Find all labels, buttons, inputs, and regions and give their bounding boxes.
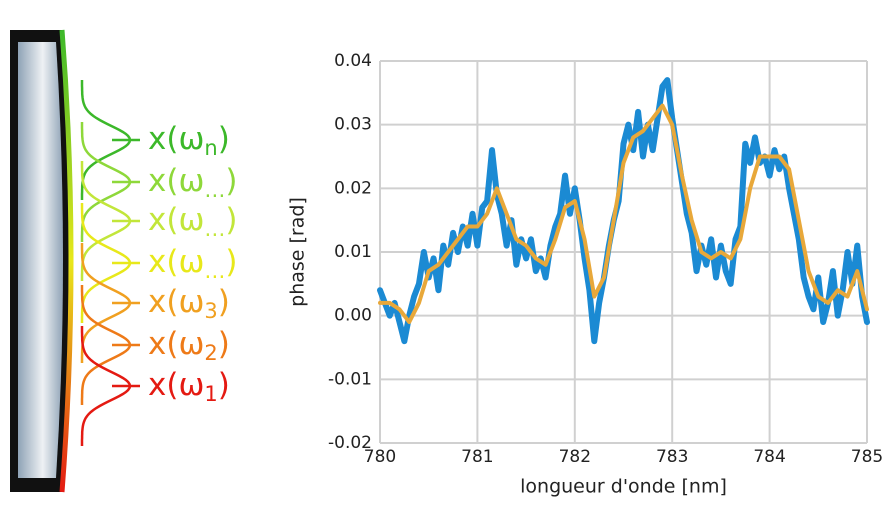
x-tick-label: 784 [753, 447, 785, 467]
mode-label: x(ω3) [148, 284, 230, 324]
phase-chart: -0.02 -0.01 0.00 0.01 0.02 0.03 0.04 780 781 782 7… [287, 51, 884, 498]
mode-label-main: x(ω [148, 121, 204, 157]
mode-label: x(ω1) [148, 367, 230, 407]
mirror-glass [18, 42, 63, 478]
mode-label: x(ω…) [148, 244, 238, 284]
x-tick-label: 785 [851, 447, 883, 467]
mode-label-sub: 1 [204, 382, 217, 406]
y-tick-label: 0.04 [334, 51, 372, 71]
mode-label-main: x(ω [148, 163, 204, 199]
mode-label-sub: 2 [204, 341, 217, 365]
mode-label: x(ω…) [148, 202, 238, 242]
mode-label-end: ) [218, 326, 230, 362]
x-tick-label: 780 [364, 447, 396, 467]
mode-label: x(ω2) [148, 326, 230, 366]
mirror-coating [59, 29, 74, 493]
x-tick-label: 782 [559, 447, 591, 467]
x-axis-label: longueur d'onde [nm] [520, 476, 727, 498]
mode-label-main: x(ω [148, 244, 204, 280]
mode-label-end: ) [218, 367, 230, 403]
y-tick-label: 0.03 [334, 115, 372, 135]
mode-label: x(ω…) [148, 163, 238, 203]
mode-label-main: x(ω [148, 326, 204, 362]
x-tick-label: 781 [461, 447, 493, 467]
mode-label-main: x(ω [148, 202, 204, 238]
y-tick-label: 0.02 [334, 178, 372, 198]
mode-label-main: x(ω [148, 367, 204, 403]
mode-label-main: x(ω [148, 284, 204, 320]
data-line [378, 103, 869, 325]
mode-label-end: ) [218, 121, 230, 157]
y-tick-label: -0.01 [328, 369, 372, 389]
y-tick-label: 0.01 [334, 242, 372, 262]
mode-label: x(ωn) [148, 121, 230, 161]
mode-label-end: ) [225, 202, 237, 238]
y-tick-label: -0.02 [328, 433, 372, 453]
mode-label-end: ) [225, 244, 237, 280]
mode-label-sub: … [204, 178, 225, 202]
x-tick-label: 783 [656, 447, 688, 467]
mode-label-end: ) [218, 284, 230, 320]
mode-label-end: ) [225, 163, 237, 199]
mode-label-sub: 3 [204, 299, 217, 323]
mode-label-sub: … [204, 259, 225, 283]
mirror-diagram [10, 12, 84, 512]
mode-label-sub: n [204, 136, 217, 160]
mode-label-sub: … [204, 217, 225, 241]
data-line [377, 77, 870, 345]
y-axis-label: phase [rad] [287, 197, 309, 307]
y-tick-label: 0.00 [334, 306, 372, 326]
